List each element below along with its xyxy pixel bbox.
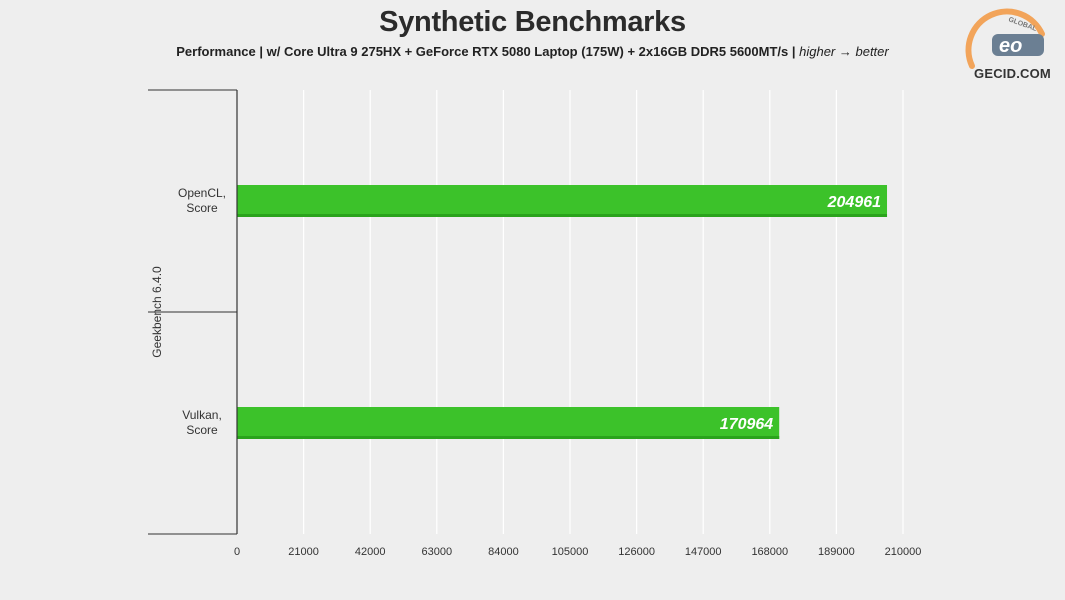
axes [148,89,238,535]
gridlines [303,90,904,534]
bar-shadow [237,214,888,217]
bar-value-label: 204961 [827,194,881,211]
x-tick-label: 210000 [885,546,922,558]
chart-subtitle: Performance | w/ Core Ultra 9 275HX + Ge… [0,44,1065,59]
bar-value-label: 170964 [720,416,773,433]
category-label: Score [186,423,218,437]
x-tick-label: 21000 [288,546,319,558]
category-label: Vulkan, [182,408,222,422]
subtitle-note: higher → better [799,44,889,59]
logo-arc [965,8,1045,69]
bars [237,185,888,439]
x-tick-label: 189000 [818,546,855,558]
x-tick-label: 63000 [422,546,453,558]
subtitle-main: Performance | w/ Core Ultra 9 275HX + Ge… [176,44,796,59]
logo-mark-text: eo [999,35,1022,57]
bar-shadow [237,436,780,439]
group-label: Geekbench 6.4.0 [150,266,164,358]
x-tick-label: 0 [234,546,240,558]
category-label: OpenCL, [178,186,226,200]
category-label: Score [186,201,218,215]
labels: 0 21000 42000 63000 84000 105000 126000 147000 1… [150,186,921,558]
logo-mark-bg [992,34,1044,56]
x-tick-label: 84000 [488,546,519,558]
bar [237,185,888,217]
logo-text: GECID.COM [974,66,1051,81]
bar [237,407,780,439]
chart-title: Synthetic Benchmarks [379,6,686,38]
gecid-logo: GLOBAL eo [965,8,1045,69]
x-tick-label: 147000 [685,546,722,558]
x-tick-label: 42000 [355,546,386,558]
x-tick-label: 168000 [751,546,788,558]
x-tick-label: 105000 [552,546,589,558]
x-tick-label: 126000 [618,546,655,558]
